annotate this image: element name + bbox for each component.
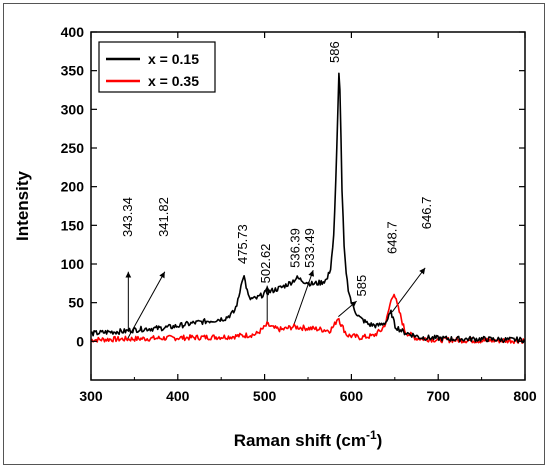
x-tick-label: 600 <box>340 388 364 404</box>
y-tick-label: 350 <box>61 63 85 79</box>
x-axis-label-main: Raman shift (cm <box>234 431 366 450</box>
peak-label: 585 <box>354 275 369 297</box>
series-layer <box>90 72 526 345</box>
x-tick-label: 800 <box>513 388 537 404</box>
series-line-0 <box>90 72 526 344</box>
x-tick-label: 500 <box>253 388 277 404</box>
y-tick-label: 200 <box>61 179 85 195</box>
chart-frame <box>3 3 545 465</box>
peak-label: 341.82 <box>156 197 171 237</box>
x-axis-label-close: ) <box>377 431 383 450</box>
annotation-arrow <box>292 270 315 327</box>
x-tick-label: 400 <box>166 388 190 404</box>
legend-box <box>98 41 216 93</box>
y-tick-label: 50 <box>68 295 84 311</box>
axes-layer: 300 400 500 600 700 800 0 50 100 150 200 250 300 350 4… <box>61 24 537 404</box>
peak-label: 648.7 <box>385 221 400 254</box>
y-tick-label: 150 <box>61 217 85 233</box>
x-tick-label: 300 <box>79 388 103 404</box>
legend: x = 0.15 x = 0.35 <box>98 41 216 93</box>
peak-label: 475.73 <box>235 224 250 264</box>
y-tick-label: 0 <box>76 333 84 349</box>
peak-label: 502.62 <box>258 244 273 284</box>
y-tick-label: 100 <box>61 256 85 272</box>
x-axis-label: Raman shift (cm-1) <box>234 428 383 450</box>
peak-label: 646.7 <box>419 197 434 230</box>
y-tick-label: 300 <box>61 101 85 117</box>
y-axis-label: Intensity <box>13 171 32 241</box>
x-axis-label-sup: -1 <box>366 428 377 442</box>
annotation-layer: 586 475.73 536.39 502.62 533.49 343.34 341.82 5… <box>120 41 434 340</box>
y-tick-label: 250 <box>61 140 85 156</box>
y-tick-label: 400 <box>61 24 85 40</box>
peak-label: 533.49 <box>302 228 317 268</box>
peak-label: 343.34 <box>120 197 135 237</box>
x-tick-label: 700 <box>427 388 451 404</box>
annotation-arrow <box>338 300 357 317</box>
series-line-1 <box>90 293 526 345</box>
legend-label-0: x = 0.15 <box>148 51 199 67</box>
peak-label: 536.39 <box>287 228 302 268</box>
legend-label-1: x = 0.35 <box>148 73 199 89</box>
peak-label: 586 <box>327 41 342 63</box>
